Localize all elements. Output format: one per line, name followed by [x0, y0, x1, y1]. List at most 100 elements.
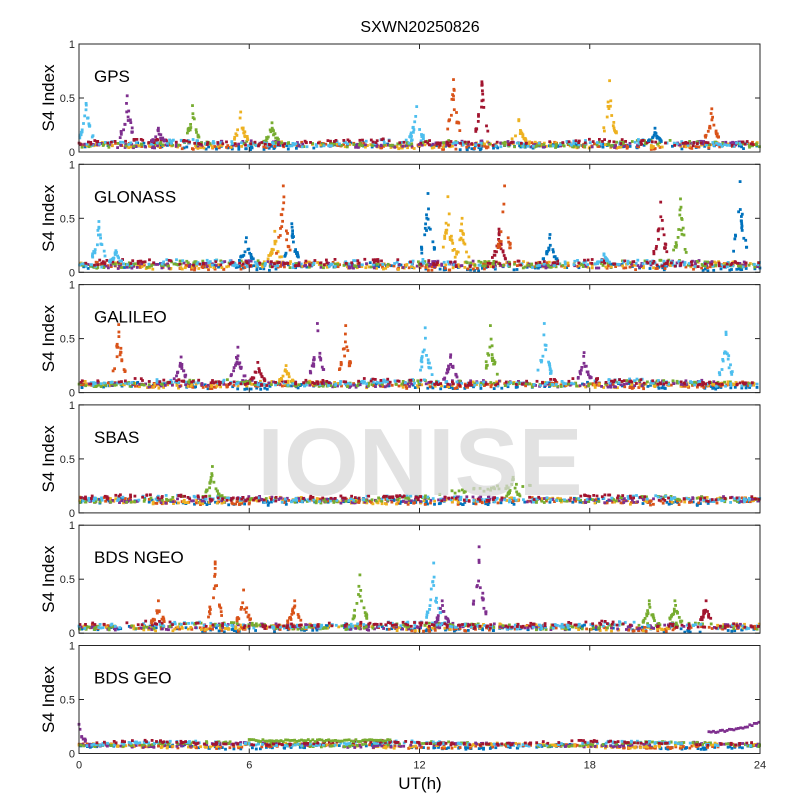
data-point — [193, 266, 197, 270]
data-point — [549, 144, 552, 148]
data-point — [600, 495, 604, 499]
data-point — [362, 381, 365, 385]
data-point — [195, 501, 198, 505]
data-point — [333, 265, 337, 268]
data-point — [349, 498, 352, 502]
data-point — [514, 383, 518, 386]
data-point — [394, 382, 398, 386]
data-point — [517, 118, 521, 121]
data-point — [233, 262, 237, 266]
data-point — [291, 232, 294, 235]
data-point — [281, 263, 285, 267]
data-point — [342, 139, 346, 142]
data-point — [463, 387, 467, 390]
data-point — [188, 265, 191, 268]
data-point — [207, 268, 210, 272]
data-point — [671, 261, 675, 264]
data-point — [593, 142, 596, 146]
data-point — [222, 500, 226, 504]
data-point — [427, 268, 430, 272]
data-point — [155, 380, 159, 384]
data-point — [606, 259, 609, 263]
data-point — [544, 144, 548, 148]
data-point — [213, 263, 216, 267]
data-point — [349, 382, 352, 386]
data-point — [556, 145, 560, 148]
data-point — [84, 108, 88, 112]
data-point — [272, 499, 275, 503]
data-point — [344, 380, 348, 384]
data-point — [506, 383, 510, 387]
data-point — [652, 145, 655, 148]
data-point — [236, 354, 240, 358]
data-point — [333, 140, 336, 143]
data-point — [697, 259, 701, 262]
data-point — [343, 145, 347, 149]
data-point — [171, 143, 174, 147]
data-point — [134, 384, 137, 388]
data-point — [513, 145, 516, 149]
data-point — [292, 235, 295, 238]
data-point — [269, 130, 273, 134]
data-point — [526, 263, 530, 267]
data-point — [461, 488, 464, 492]
data-point — [319, 358, 323, 362]
data-point — [395, 502, 398, 506]
data-point — [205, 258, 209, 262]
data-point — [249, 253, 253, 256]
data-point — [96, 229, 100, 232]
data-point — [602, 126, 606, 130]
data-point — [308, 263, 312, 267]
data-point — [623, 144, 626, 148]
data-point — [97, 383, 101, 387]
data-point — [686, 263, 690, 267]
data-point — [297, 383, 301, 387]
data-point — [610, 496, 614, 500]
data-points — [77, 78, 761, 152]
data-point — [655, 263, 659, 267]
data-point — [178, 262, 182, 266]
data-point — [197, 142, 200, 145]
data-point — [542, 333, 546, 337]
data-point — [209, 381, 213, 385]
data-point — [119, 140, 122, 144]
data-point — [663, 246, 666, 250]
data-point — [317, 141, 320, 145]
data-point — [486, 352, 490, 355]
data-point — [291, 229, 294, 233]
data-point — [656, 382, 660, 386]
data-point — [465, 145, 469, 149]
data-point — [412, 130, 415, 134]
data-point — [548, 367, 552, 371]
data-point — [100, 142, 104, 145]
data-point — [595, 141, 599, 144]
data-point — [588, 497, 592, 501]
data-point — [726, 261, 730, 264]
data-point — [110, 144, 114, 147]
data-point — [136, 260, 140, 263]
data-point — [285, 229, 288, 233]
data-point — [611, 500, 614, 504]
data-point — [426, 358, 430, 362]
data-point — [184, 263, 188, 267]
data-point — [667, 382, 671, 386]
data-point — [232, 380, 236, 384]
data-point — [278, 379, 281, 382]
data-point — [406, 382, 410, 386]
data-point — [157, 132, 161, 136]
data-point — [334, 383, 338, 387]
data-point — [554, 146, 557, 149]
data-point — [535, 501, 538, 504]
data-point — [280, 225, 284, 228]
data-point — [117, 330, 121, 334]
data-point — [632, 494, 635, 498]
data-point — [489, 337, 493, 341]
data-point — [166, 264, 170, 268]
data-point — [312, 364, 316, 368]
data-point — [157, 386, 161, 390]
data-point — [481, 266, 484, 270]
data-point — [680, 228, 683, 232]
data-point — [419, 495, 422, 498]
data-point — [578, 264, 581, 267]
data-point — [718, 373, 722, 377]
